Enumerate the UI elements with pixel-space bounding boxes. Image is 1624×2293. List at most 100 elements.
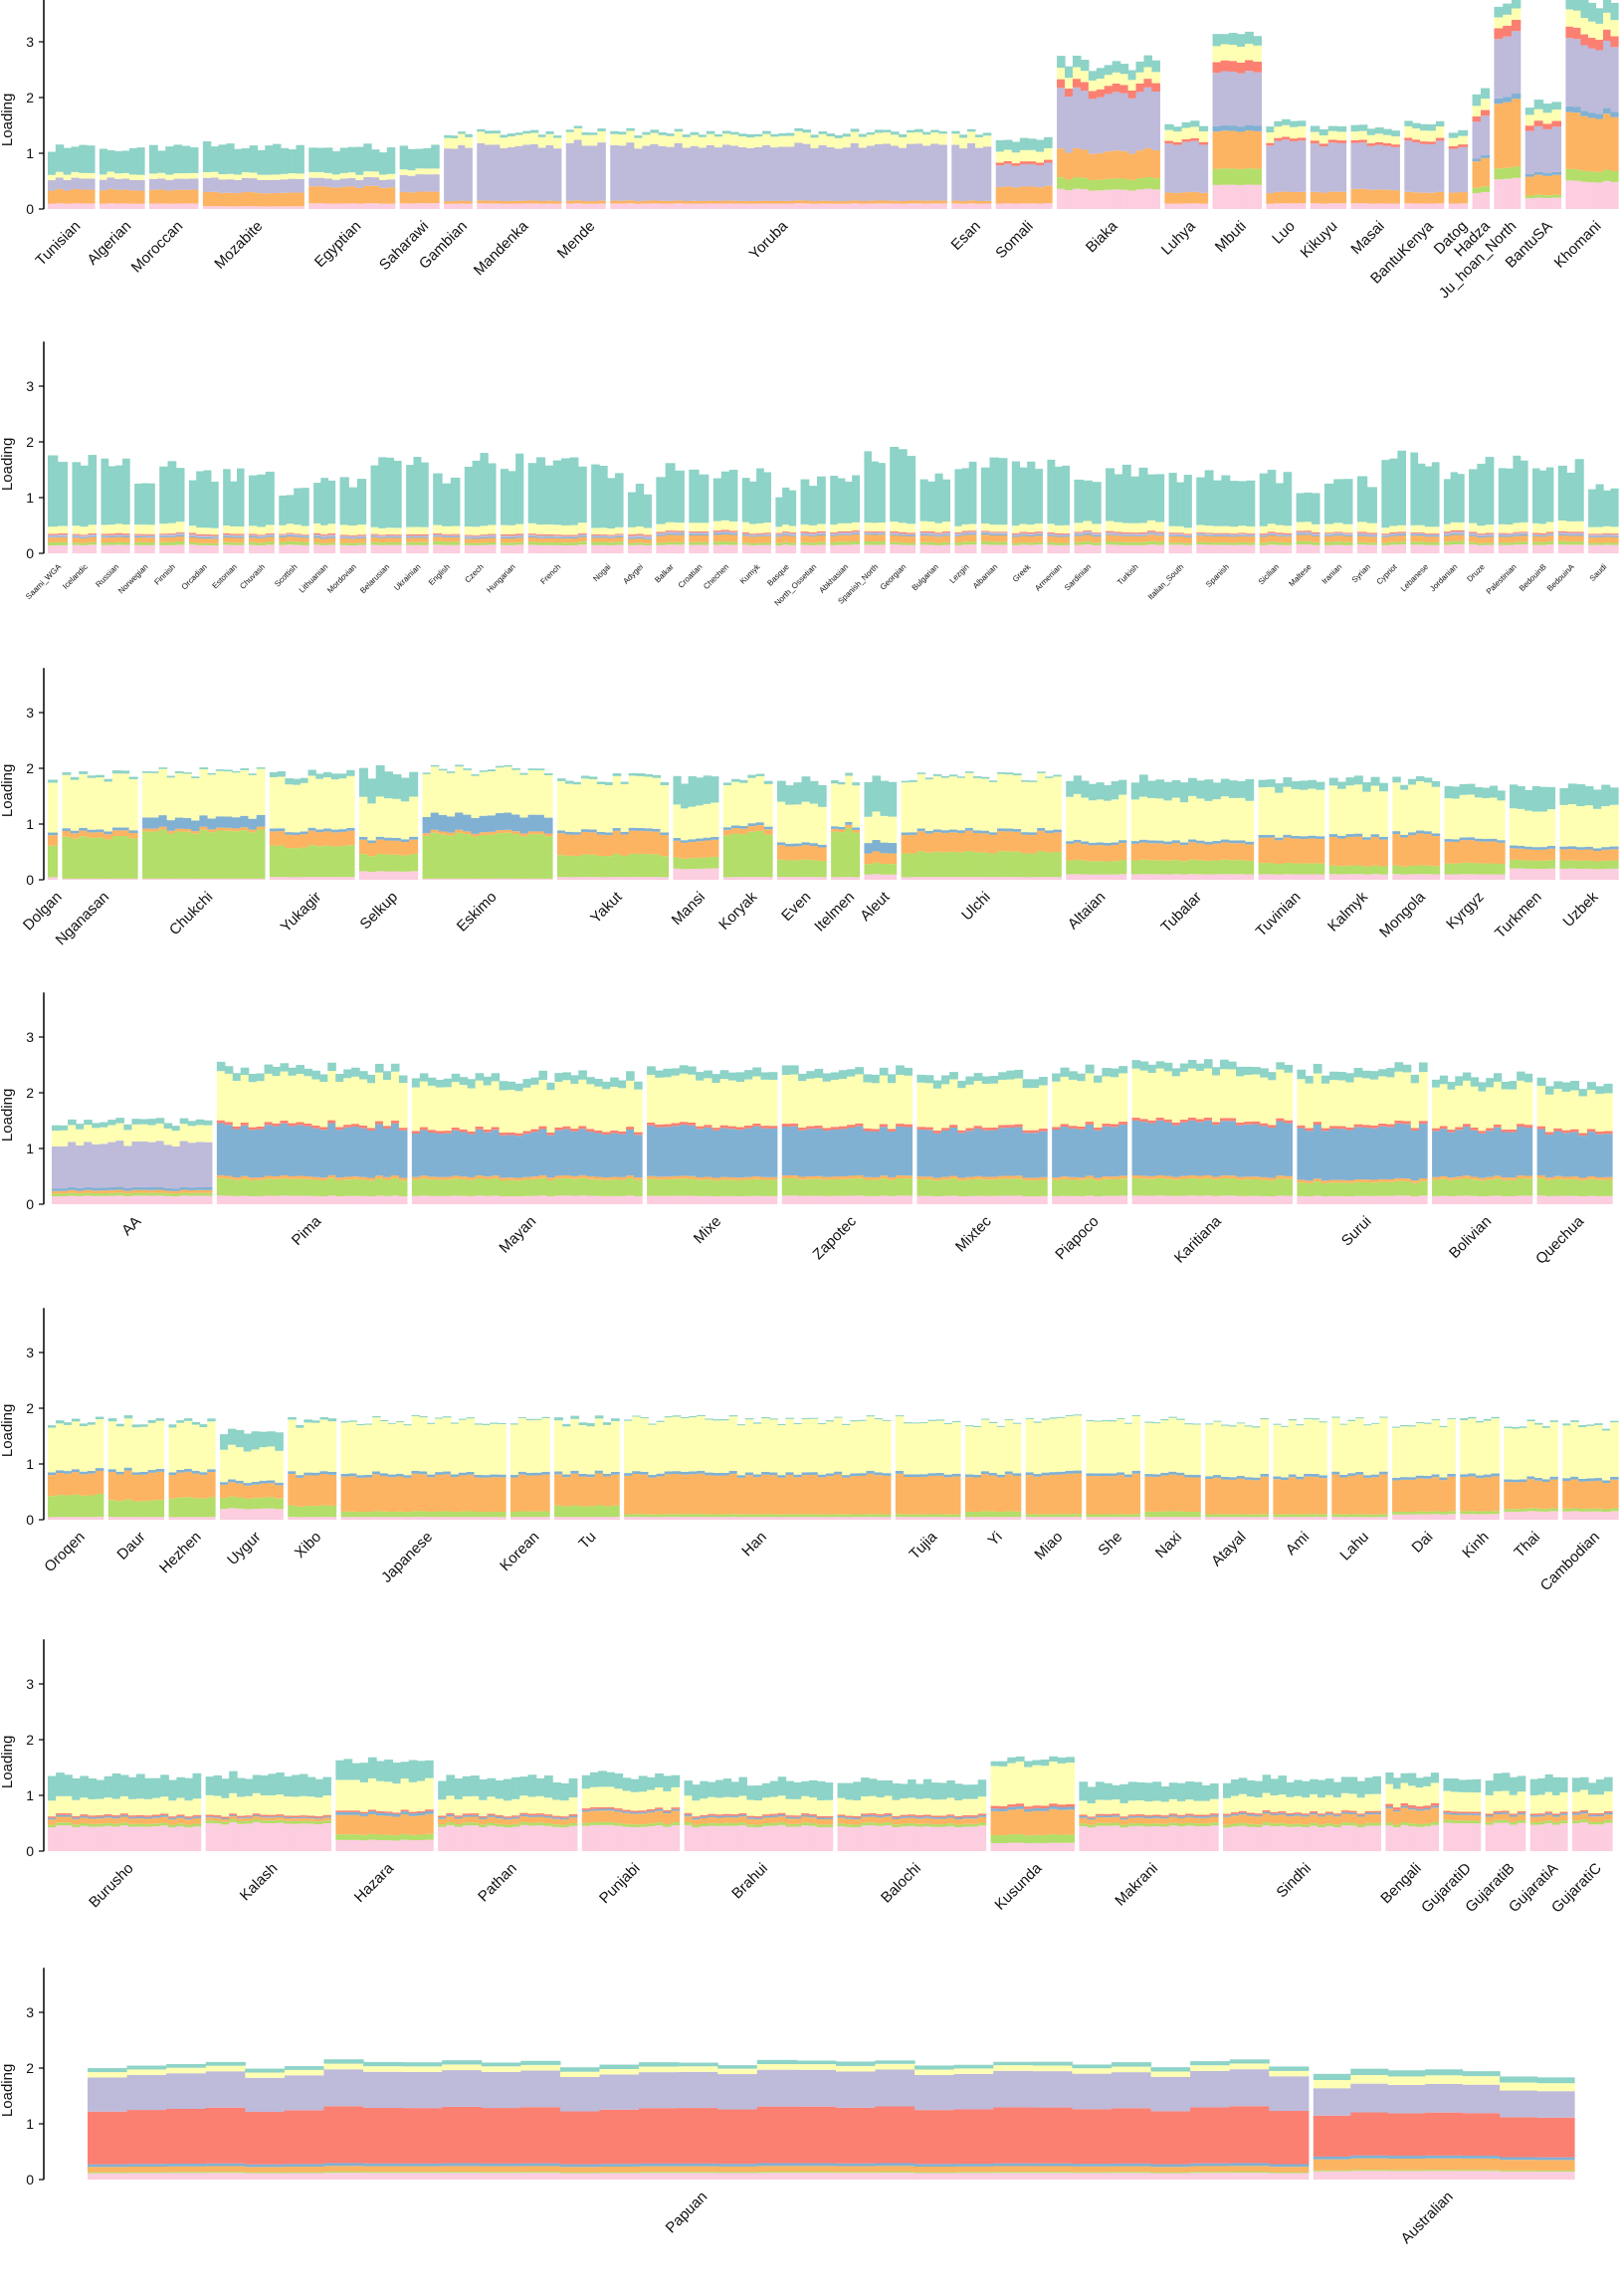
bar-segment-blue (741, 534, 750, 536)
bar-segment-teal (763, 780, 773, 784)
bar-segment-orange (71, 189, 80, 204)
bar-segment-yellow (627, 526, 637, 535)
bar-segment-green (1151, 178, 1160, 190)
bar-segment-green (1204, 860, 1214, 875)
bar-segment-orange (1110, 1176, 1119, 1180)
bar-segment-green (896, 1177, 905, 1196)
bar-segment-orange (581, 201, 591, 204)
bar-segment-pink (121, 203, 130, 209)
bar-segment-green (1366, 542, 1377, 545)
bar-segment-pink (666, 203, 676, 209)
bar-segment-pink (530, 1195, 540, 1204)
bar-segment-orange (1366, 536, 1377, 543)
bar-segment-teal (864, 451, 872, 522)
bar-segment-orange (1045, 833, 1054, 853)
bar-segment-orange (588, 832, 598, 855)
bar-segment-orange (844, 534, 853, 542)
bar-segment-blue (1204, 841, 1214, 845)
bar-segment-yellow (1559, 804, 1569, 847)
bar-segment-pink (1164, 203, 1174, 209)
bar-segment-orange (980, 534, 991, 541)
bar-segment-green (760, 1179, 770, 1196)
bar-segment-green (370, 541, 379, 545)
bar-segment-yellow (1427, 130, 1437, 142)
bar-segment-yellow (570, 1084, 579, 1130)
bar-segment-orange (1220, 130, 1230, 169)
bar-segment-yellow (393, 527, 402, 535)
bar-segment-teal (752, 1067, 762, 1077)
bar-segment-teal (1313, 1063, 1322, 1074)
bar-segment-blue (711, 1130, 721, 1178)
bar-segment-yellow (323, 172, 333, 179)
bar-segment-teal (1350, 124, 1360, 132)
bar-segment-blue (265, 535, 275, 537)
bar-segment-purple (982, 146, 992, 201)
bar-segment-orange (850, 200, 860, 204)
bar-segment-orange (1408, 835, 1417, 866)
bar-segment-yellow (1088, 800, 1098, 843)
bar-segment-red (788, 531, 797, 533)
bar-segment-purple (786, 146, 795, 201)
bar-segment-red (569, 534, 579, 536)
bar-segment-red (442, 533, 452, 535)
bar-segment-orange (1383, 189, 1392, 204)
bar-segment-teal (293, 778, 302, 785)
bar-segment-yellow (612, 775, 622, 828)
bar-segment-pink (1452, 874, 1461, 880)
bar-segment-green (1131, 1177, 1141, 1196)
bar-segment-yellow (1312, 523, 1320, 532)
bar-segment-teal (949, 1072, 958, 1080)
bar-segment-purple (878, 531, 886, 534)
bar-segment-pink (1308, 874, 1318, 880)
bar-segment-teal (880, 780, 890, 816)
bar-segment-orange (1131, 1175, 1141, 1178)
x-tick-label: Hungarian (485, 562, 516, 594)
bar-segment-teal (1179, 782, 1189, 803)
bar-segment-pink (1259, 544, 1269, 553)
bar-segment-teal (727, 1072, 737, 1081)
bar-segment-blue (538, 1129, 547, 1175)
bar-segment-teal (351, 1067, 360, 1077)
bar-segment-pink (747, 877, 757, 880)
bar-segment-yellow (932, 775, 942, 830)
bar-segment-orange (1329, 1179, 1338, 1183)
bar-segment-teal (1172, 126, 1183, 132)
bar-segment-green (1497, 864, 1506, 875)
x-tick-label: Finnish (152, 562, 177, 587)
bar-segment-pink (134, 544, 142, 553)
bar-segment-purple (1603, 533, 1612, 536)
bar-segment-green (1574, 541, 1584, 545)
bar-segment-yellow (1268, 1080, 1277, 1126)
bar-segment-green (1057, 177, 1066, 189)
bar-segment-purple (316, 177, 325, 187)
bar-segment-green (887, 1179, 897, 1196)
bar-segment-green (763, 834, 773, 878)
bar-segment-yellow (286, 523, 295, 533)
bar-segment-yellow (536, 524, 545, 535)
bar-segment-blue (196, 536, 205, 539)
bar-segment-blue (1253, 125, 1262, 131)
bar-segment-yellow (755, 775, 765, 823)
bar-segment-orange (1574, 535, 1584, 542)
bar-segment-yellow (433, 524, 443, 533)
bar-segment-teal (411, 1078, 421, 1088)
bar-segment-orange (232, 828, 241, 832)
bar-segment-pink (988, 877, 998, 880)
bar-segment-blue (1163, 1122, 1173, 1176)
bar-segment-blue (1304, 533, 1313, 535)
bar-segment-yellow (1121, 522, 1131, 533)
bar-segment-teal (647, 1066, 656, 1075)
bar-segment-teal (427, 1077, 437, 1086)
bar-segment-pink (838, 1195, 848, 1204)
bar-segment-yellow (1509, 1089, 1518, 1130)
bar-segment-orange (719, 1176, 729, 1180)
group-tubalar: Tubalar (1130, 774, 1255, 936)
bar-segment-teal (1609, 787, 1619, 805)
bar-segment-pink (230, 544, 238, 553)
bar-segment-orange (748, 536, 757, 543)
bar-segment-blue (806, 1129, 816, 1176)
bar-segment-pink (989, 544, 999, 553)
bar-segment-orange (286, 536, 295, 541)
bar-segment-red (830, 1127, 840, 1130)
bar-segment-yellow (776, 801, 786, 843)
